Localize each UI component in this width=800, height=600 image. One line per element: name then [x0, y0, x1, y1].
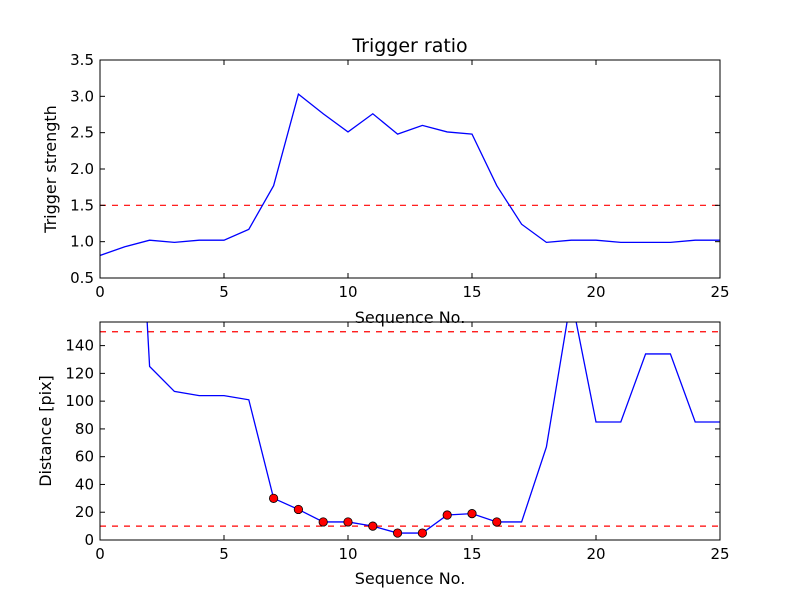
x-tick-label: 25: [710, 545, 729, 563]
y-tick-label: 80: [75, 420, 94, 438]
x-tick-label: 5: [219, 545, 229, 563]
data-point-marker: [467, 509, 477, 519]
x-tick-label: 20: [586, 283, 605, 301]
data-point-marker: [268, 493, 279, 503]
data-point-marker: [318, 517, 328, 527]
y-tick-label: 0.5: [70, 269, 94, 287]
y-tick-label: 140: [65, 337, 94, 355]
y-tick-label: 0: [84, 531, 94, 549]
x-tick-label: 10: [338, 545, 357, 563]
y-tick-label: 1.0: [70, 233, 94, 251]
x-tick-label: 0: [95, 545, 105, 563]
chart-title: Trigger ratio: [351, 35, 467, 57]
x-tick-label: 20: [586, 545, 605, 563]
y-tick-label: 20: [75, 503, 94, 521]
data-point-marker: [293, 504, 303, 515]
y-tick-label: 3.5: [70, 51, 94, 69]
y-axis-label: Distance [pix]: [36, 375, 55, 487]
y-tick-label: 2.5: [70, 124, 94, 142]
data-point-marker: [392, 528, 403, 538]
axes-frame: [99, 321, 721, 541]
data-point-marker: [417, 528, 427, 538]
series-line: [146, 322, 720, 534]
y-tick-label: 40: [75, 475, 94, 493]
data-point-marker: [343, 517, 353, 527]
y-axis-label: Trigger strength: [41, 105, 60, 234]
y-tick-label: 2.0: [70, 160, 94, 178]
y-tick-label: 100: [65, 392, 94, 410]
y-tick-label: 120: [65, 364, 94, 382]
x-tick-label: 15: [462, 545, 481, 563]
x-axis-label: Sequence No.: [355, 569, 466, 588]
x-tick-label: 0: [95, 283, 105, 301]
y-tick-label: 60: [75, 448, 94, 466]
y-tick-label: 1.5: [70, 196, 94, 214]
x-tick-label: 15: [462, 283, 481, 301]
x-tick-label: 10: [338, 283, 357, 301]
data-point-marker: [492, 517, 502, 527]
data-point-marker: [368, 521, 378, 531]
series-line: [100, 93, 720, 257]
x-axis-label: Sequence No.: [355, 308, 466, 327]
y-tick-label: 3.0: [70, 87, 94, 105]
x-tick-label: 25: [710, 283, 729, 301]
x-tick-label: 5: [219, 283, 229, 301]
distance-panel: 0 5 10 15 20 25 0 20 40 60 80 100 120 140 Sequence No…: [36, 321, 730, 588]
data-point-marker: [442, 510, 452, 520]
